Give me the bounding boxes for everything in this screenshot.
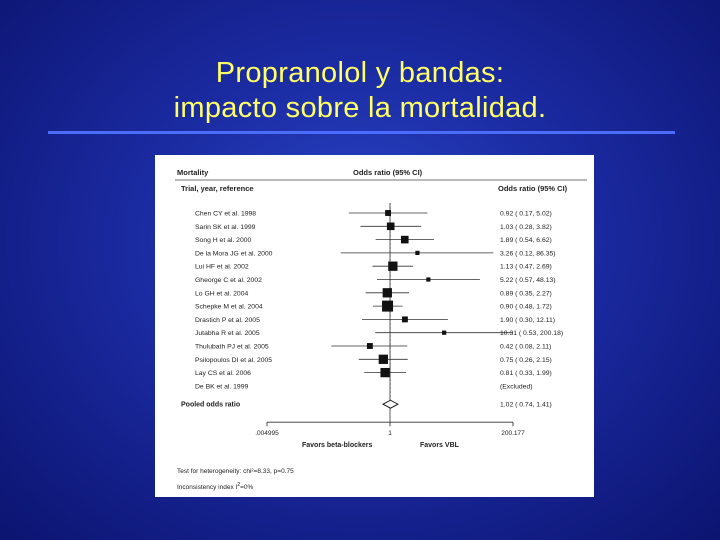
study-or-value: 3.26 ( 0.12, 86.35) <box>500 250 556 257</box>
study-or-value: 10.31 ( 0.53, 200.18) <box>500 330 563 337</box>
study-label: Lay CS et al. 2006 <box>195 370 251 377</box>
study-or-value: (Excluded) <box>500 383 533 390</box>
study-or-value: 5.22 ( 0.57, 48.13) <box>500 277 556 284</box>
study-or-value: 1.90 ( 0.30, 12.11) <box>500 317 555 324</box>
forest-plot-panel: Mortality Odds ratio (95% CI) Trial, yea… <box>155 155 594 497</box>
study-point-marker <box>378 354 388 364</box>
study-label: Drastich P et al. 2005 <box>195 317 260 324</box>
study-label: Schepke M et al. 2004 <box>195 304 263 311</box>
study-or-value: 1.13 ( 0.47, 2.69) <box>500 264 552 271</box>
study-or-value: 0.90 ( 0.48, 1.72) <box>500 304 552 311</box>
title-line-1: Propranolol y bandas: <box>215 57 505 89</box>
column-header-odds-ratio: Odds ratio (95% CI) <box>498 184 568 193</box>
study-point-marker <box>380 367 390 378</box>
study-point-marker <box>382 300 394 312</box>
pooled-label: Pooled odds ratio <box>181 402 240 409</box>
study-label: Gheorge C et al. 2002 <box>195 277 262 284</box>
study-label: De la Mora JG et al. 2000 <box>195 250 273 257</box>
study-point-marker <box>442 330 447 335</box>
study-point-marker <box>400 235 409 244</box>
study-label: Sarin SK et al. 1999 <box>195 224 256 231</box>
study-point-marker <box>382 288 392 298</box>
pooled-or-value: 1.02 ( 0.74, 1.41) <box>500 402 552 409</box>
column-header-trials: Trial, year, reference <box>181 184 254 193</box>
study-or-value: 1.03 ( 0.28, 3.82) <box>500 224 552 231</box>
x-tick-label: 1 <box>388 430 392 437</box>
study-label: Jutabha R et al. 2005 <box>195 330 260 337</box>
study-or-value: 0.42 ( 0.08, 2.11) <box>500 344 551 351</box>
footnote-inconsistency-sup: 2 <box>237 482 240 488</box>
title-divider <box>48 131 675 134</box>
footnote-inconsistency: Inconsistency index I2=0% <box>177 482 254 491</box>
pooled-diamond <box>382 399 399 409</box>
footnote-inconsistency-prefix: Inconsistency index I <box>177 484 238 491</box>
study-label: Lo GH et al. 2004 <box>195 290 248 297</box>
study-or-value: 0.89 ( 0.35, 2.27) <box>500 290 552 297</box>
study-point-marker <box>401 316 408 323</box>
header-mortality: Mortality <box>177 168 209 177</box>
study-label: Lui HF et al. 2002 <box>195 264 249 271</box>
study-point-marker <box>388 261 398 271</box>
x-tick-label: 200.177 <box>501 430 525 437</box>
slide-title: Propranolol y bandas: impacto sobre la m… <box>0 56 720 126</box>
study-label: Song H et al. 2000 <box>195 237 252 244</box>
study-point-marker <box>385 210 392 216</box>
study-point-marker <box>415 250 420 255</box>
study-or-value: 1.89 ( 0.54, 6.62) <box>500 237 552 244</box>
footnote-inconsistency-suffix: =0% <box>240 484 253 491</box>
study-or-value: 0.75 ( 0.26, 2.15) <box>500 357 552 364</box>
x-tick-label: .004995 <box>255 430 279 437</box>
footnote-heterogeneity: Test for heterogeneity: chi²=8.33, p=0.7… <box>177 468 294 475</box>
study-label: Psilopoulos DI et al. 2005 <box>195 357 272 364</box>
study-or-value: 0.81 ( 0.33, 1.99) <box>500 370 552 377</box>
study-label: De BK et al. 1999 <box>195 383 248 390</box>
study-point-marker <box>366 343 373 349</box>
study-label: Thulubath PJ et al. 2005 <box>195 344 269 351</box>
header-odds-ratio-center: Odds ratio (95% CI) <box>353 168 423 177</box>
title-line-2: impacto sobre la mortalidad. <box>173 92 547 124</box>
forest-plot: Mortality Odds ratio (95% CI) Trial, yea… <box>175 168 587 491</box>
x-label-favors-beta-blockers: Favors beta-blockers <box>302 442 373 449</box>
study-point-marker <box>426 277 431 282</box>
study-label: Chen CY et al. 1998 <box>195 211 256 218</box>
study-or-value: 0.92 ( 0.17, 5.02) <box>500 211 552 218</box>
x-label-favors-vbl: Favors VBL <box>420 442 460 449</box>
study-point-marker <box>386 222 395 231</box>
